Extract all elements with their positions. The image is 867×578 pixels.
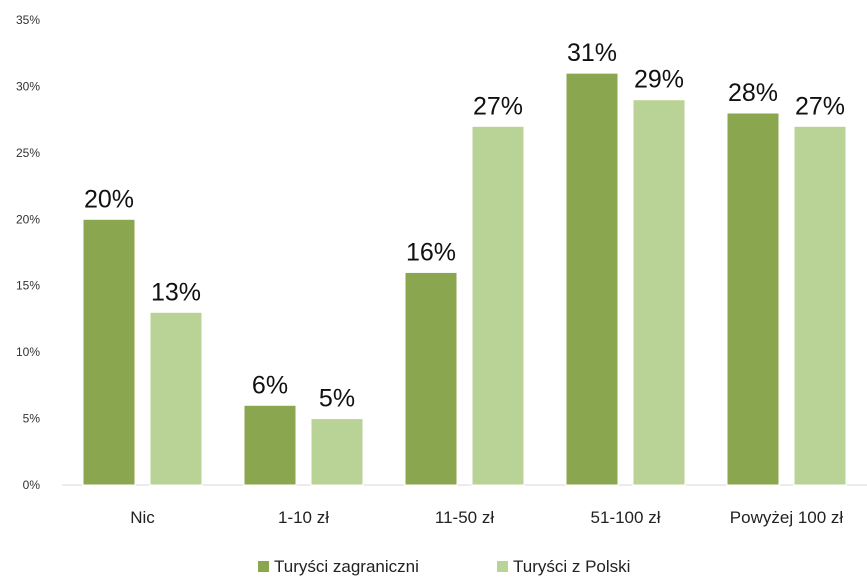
data-label: 27% [795, 92, 845, 120]
legend-swatch [497, 561, 508, 572]
data-label: 5% [319, 385, 355, 413]
y-tick-label: 20% [16, 212, 40, 226]
bar-foreign [404, 271, 458, 486]
bar-polish [793, 125, 847, 486]
y-tick-label: 15% [16, 279, 40, 293]
bar-foreign [243, 404, 297, 486]
y-tick-label: 30% [16, 79, 40, 93]
bar-polish [149, 311, 203, 486]
bar-foreign [726, 112, 780, 486]
bar-polish [310, 418, 364, 486]
legend-swatch [258, 561, 269, 572]
y-tick-label: 10% [16, 345, 40, 359]
data-label: 20% [84, 185, 134, 213]
bar-foreign [82, 218, 136, 486]
x-category-label: Nic [130, 508, 155, 527]
x-category-label: Powyżej 100 zł [730, 508, 844, 527]
bar-foreign [565, 72, 619, 486]
legend-label: Turyści z Polski [513, 557, 630, 576]
data-label: 29% [634, 66, 684, 94]
data-label: 28% [728, 79, 778, 107]
x-category-label: 51-100 zł [591, 508, 661, 527]
y-tick-label: 35% [16, 13, 40, 27]
data-label: 27% [473, 92, 523, 120]
y-tick-label: 0% [23, 478, 41, 492]
data-label: 31% [567, 39, 617, 67]
x-category-label: 1-10 zł [278, 508, 329, 527]
bar-polish [471, 125, 525, 486]
x-category-label: 11-50 zł [435, 508, 494, 527]
y-tick-label: 25% [16, 146, 40, 160]
data-label: 13% [151, 278, 201, 306]
data-label: 16% [406, 238, 456, 266]
y-tick-label: 5% [23, 412, 41, 426]
legend-label: Turyści zagraniczni [274, 557, 419, 576]
data-label: 6% [252, 371, 288, 399]
bar-polish [632, 99, 686, 486]
